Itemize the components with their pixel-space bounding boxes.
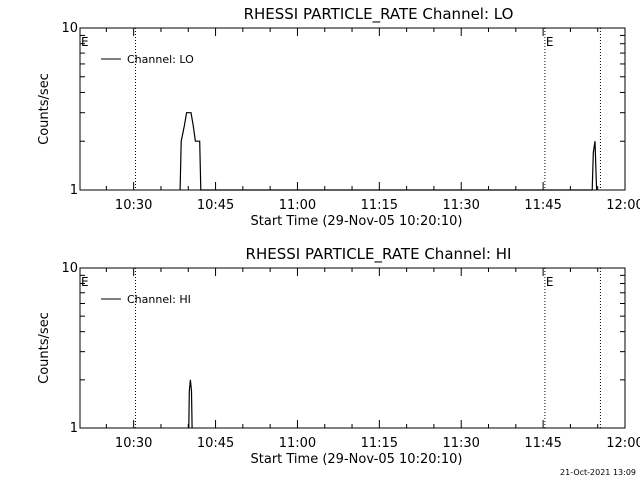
- y-axis-label: Counts/sec: [37, 73, 52, 145]
- panel-hi-channel: RHESSI PARTICLE_RATE Channel: HI 10:30 10:…: [37, 245, 640, 467]
- series-line-lo: [179, 112, 598, 191]
- x-axis-label: Start Time (29-Nov-05 10:20:10): [251, 214, 463, 229]
- series-line-hi: [188, 379, 193, 429]
- x-tick-label: 11:45: [524, 198, 561, 213]
- y-tick-label: 10: [61, 261, 78, 276]
- y-tick-label: 1: [70, 421, 78, 436]
- y-tick-label: 10: [61, 21, 78, 36]
- event-marker-label: E: [81, 35, 89, 49]
- y-tick-label: 1: [70, 183, 78, 198]
- chart-title: RHESSI PARTICLE_RATE Channel: HI: [246, 245, 512, 264]
- timestamp-label: 21-Oct-2021 13:09: [560, 468, 636, 477]
- panel-lo-channel: RHESSI PARTICLE_RATE Channel: LO 10:30 10:…: [37, 5, 640, 229]
- legend-label: Channel: LO: [127, 53, 194, 66]
- y-axis-label: Counts/sec: [37, 312, 52, 384]
- x-tick-label: 11:00: [279, 436, 316, 451]
- event-marker-label: E: [546, 35, 554, 49]
- event-marker-label: E: [81, 275, 89, 289]
- x-tick-label: 11:30: [442, 436, 479, 451]
- x-tick-label: 11:15: [361, 436, 398, 451]
- x-tick-label: 11:45: [524, 436, 561, 451]
- x-axis-label: Start Time (29-Nov-05 10:20:10): [251, 452, 463, 467]
- x-tick-label: 12:00: [606, 436, 640, 451]
- x-tick-label: 10:30: [115, 198, 152, 213]
- plot-frame: [79, 267, 626, 429]
- event-marker-label: E: [546, 275, 554, 289]
- legend-label: Channel: HI: [127, 293, 191, 306]
- x-tick-label: 10:30: [115, 436, 152, 451]
- x-tick-label: 11:15: [361, 198, 398, 213]
- x-tick-label: 10:45: [197, 198, 234, 213]
- x-tick-label: 11:00: [279, 198, 316, 213]
- x-tick-label: 12:00: [606, 198, 640, 213]
- chart-title: RHESSI PARTICLE_RATE Channel: LO: [244, 5, 514, 24]
- x-tick-label: 11:30: [442, 198, 479, 213]
- x-tick-label: 10:45: [197, 436, 234, 451]
